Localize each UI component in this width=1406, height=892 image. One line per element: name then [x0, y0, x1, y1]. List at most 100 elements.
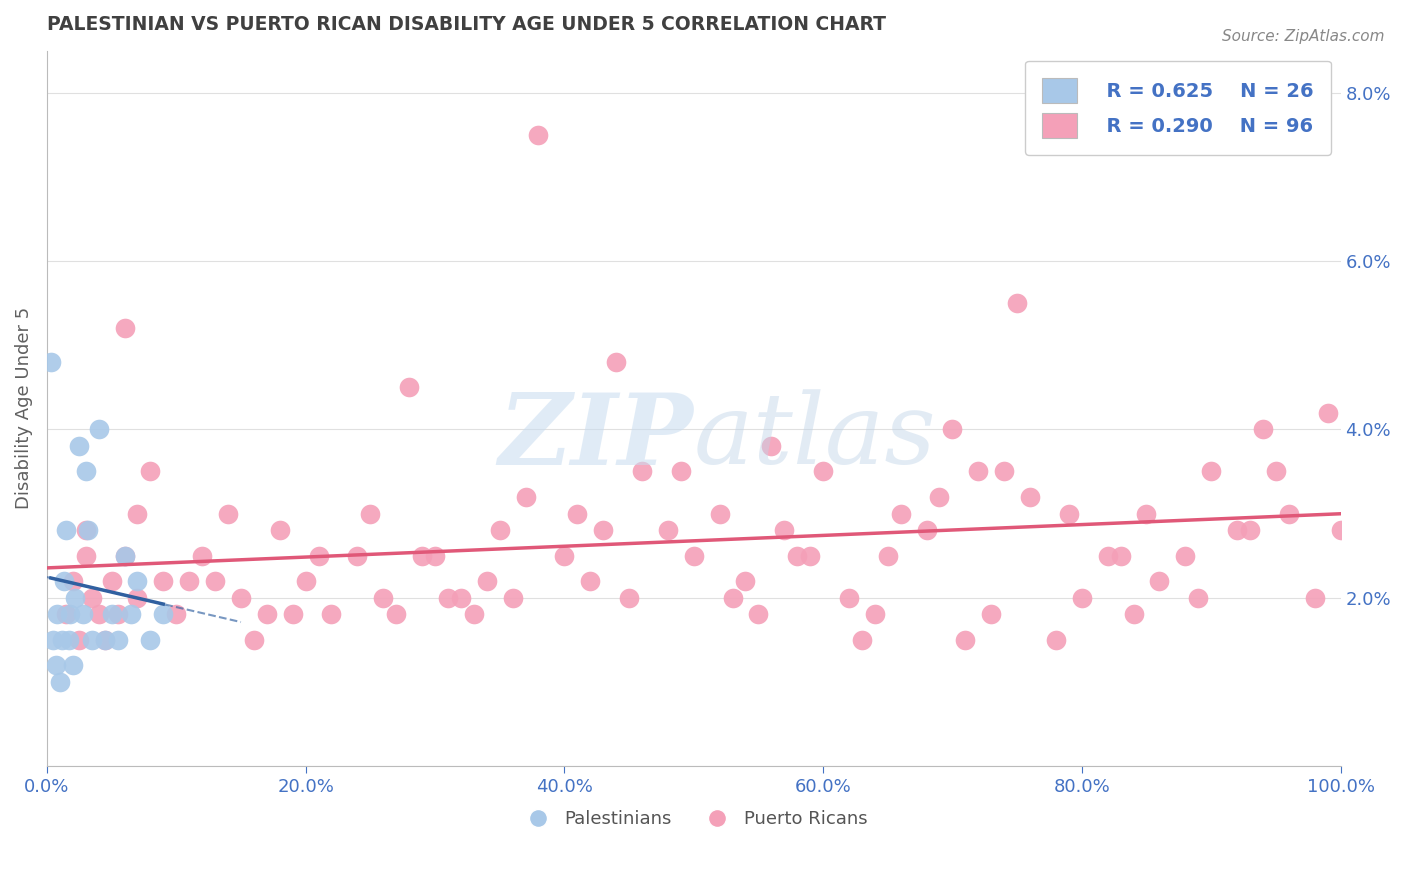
Point	[114, 321, 136, 335]
Point	[217, 507, 239, 521]
Text: ZIP: ZIP	[499, 389, 693, 485]
Point	[657, 524, 679, 538]
Point	[139, 632, 162, 647]
Point	[179, 574, 201, 588]
Point	[1174, 549, 1197, 563]
Point	[980, 607, 1002, 622]
Point	[46, 607, 69, 622]
Point	[269, 524, 291, 538]
Point	[1122, 607, 1144, 622]
Point	[838, 591, 860, 605]
Point	[1239, 524, 1261, 538]
Point	[45, 657, 67, 672]
Point	[359, 507, 381, 521]
Point	[411, 549, 433, 563]
Point	[915, 524, 938, 538]
Point	[87, 607, 110, 622]
Point	[127, 507, 149, 521]
Point	[579, 574, 602, 588]
Point	[127, 574, 149, 588]
Point	[1057, 507, 1080, 521]
Point	[993, 465, 1015, 479]
Point	[308, 549, 330, 563]
Point	[1226, 524, 1249, 538]
Point	[1135, 507, 1157, 521]
Point	[799, 549, 821, 563]
Point	[58, 632, 80, 647]
Point	[1303, 591, 1326, 605]
Point	[82, 591, 104, 605]
Point	[876, 549, 898, 563]
Point	[42, 632, 65, 647]
Point	[669, 465, 692, 479]
Point	[65, 591, 87, 605]
Y-axis label: Disability Age Under 5: Disability Age Under 5	[15, 307, 32, 509]
Point	[82, 632, 104, 647]
Point	[682, 549, 704, 563]
Point	[59, 607, 82, 622]
Point	[515, 490, 537, 504]
Point	[294, 574, 316, 588]
Point	[617, 591, 640, 605]
Point	[955, 632, 977, 647]
Point	[527, 128, 550, 142]
Point	[72, 607, 94, 622]
Point	[553, 549, 575, 563]
Point	[107, 632, 129, 647]
Point	[1149, 574, 1171, 588]
Point	[281, 607, 304, 622]
Point	[321, 607, 343, 622]
Point	[605, 355, 627, 369]
Point	[87, 422, 110, 436]
Point	[55, 607, 77, 622]
Point	[786, 549, 808, 563]
Point	[1070, 591, 1092, 605]
Point	[1278, 507, 1301, 521]
Point	[734, 574, 756, 588]
Point	[55, 524, 77, 538]
Point	[127, 591, 149, 605]
Point	[256, 607, 278, 622]
Point	[204, 574, 226, 588]
Point	[191, 549, 214, 563]
Point	[863, 607, 886, 622]
Point	[1019, 490, 1042, 504]
Point	[243, 632, 266, 647]
Point	[62, 574, 84, 588]
Point	[52, 574, 75, 588]
Point	[100, 607, 122, 622]
Point	[77, 524, 100, 538]
Point	[1045, 632, 1067, 647]
Point	[567, 507, 589, 521]
Point	[890, 507, 912, 521]
Point	[94, 632, 117, 647]
Point	[49, 674, 72, 689]
Point	[165, 607, 187, 622]
Point	[592, 524, 614, 538]
Point	[139, 465, 162, 479]
Point	[107, 607, 129, 622]
Text: PALESTINIAN VS PUERTO RICAN DISABILITY AGE UNDER 5 CORRELATION CHART: PALESTINIAN VS PUERTO RICAN DISABILITY A…	[46, 15, 886, 34]
Point	[62, 657, 84, 672]
Point	[114, 549, 136, 563]
Point	[51, 632, 73, 647]
Point	[1199, 465, 1222, 479]
Point	[152, 574, 174, 588]
Point	[75, 549, 97, 563]
Point	[39, 355, 62, 369]
Point	[747, 607, 769, 622]
Point	[450, 591, 472, 605]
Point	[1316, 406, 1339, 420]
Point	[928, 490, 950, 504]
Point	[385, 607, 408, 622]
Point	[1264, 465, 1286, 479]
Point	[488, 524, 510, 538]
Point	[1097, 549, 1119, 563]
Point	[94, 632, 117, 647]
Point	[152, 607, 174, 622]
Point	[721, 591, 744, 605]
Point	[1005, 296, 1028, 310]
Point	[941, 422, 963, 436]
Point	[463, 607, 485, 622]
Point	[398, 380, 420, 394]
